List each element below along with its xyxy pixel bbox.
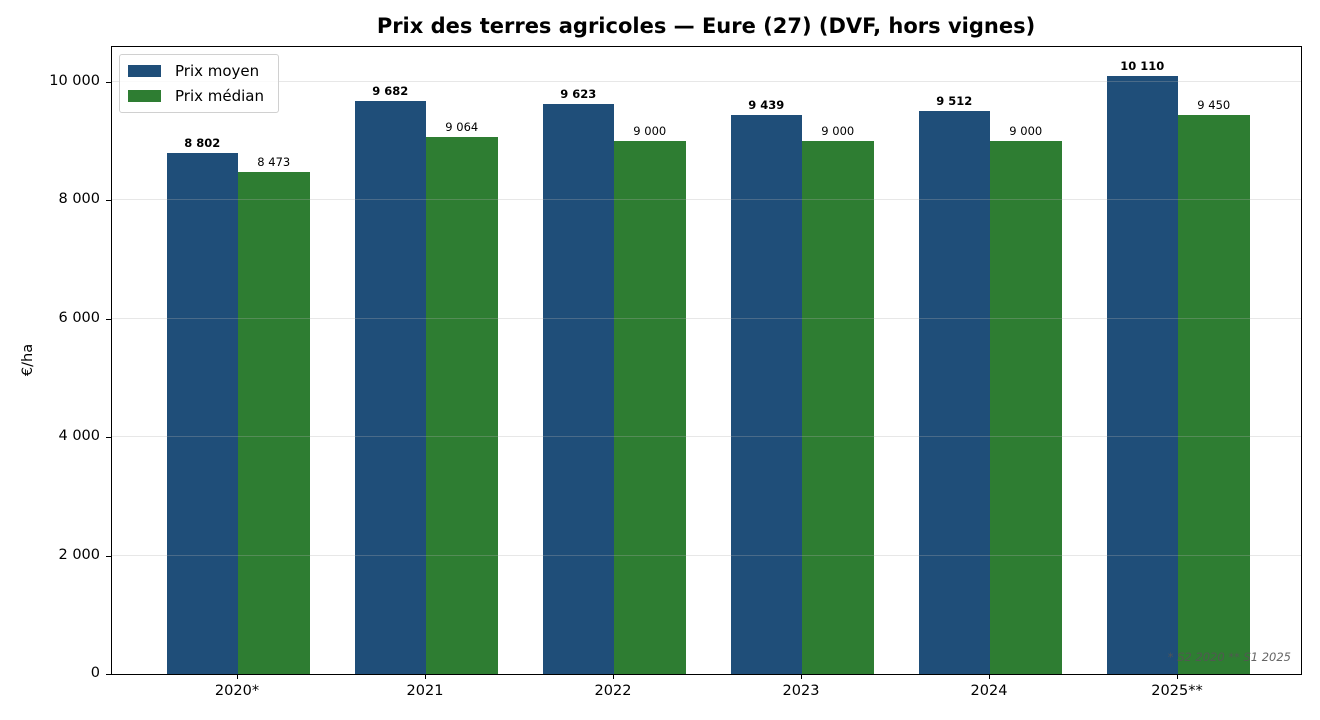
bar-mean (918, 110, 990, 674)
y-tick-mark (106, 82, 111, 83)
y-axis-label: €/ha (20, 343, 36, 377)
x-tick-label: 2025** (1151, 683, 1203, 699)
value-label-mean: 8 802 (184, 135, 221, 150)
bar-mean (354, 100, 426, 674)
value-label-median: 9 064 (445, 120, 479, 135)
value-label-median: 9 450 (1197, 97, 1231, 112)
x-tick-label: 2021 (406, 683, 444, 699)
x-tick-label: 2023 (782, 683, 820, 699)
value-label-median: 9 000 (821, 124, 855, 139)
y-tick-label: 0 (90, 665, 100, 681)
legend-swatch-mean (128, 65, 161, 77)
bar-median (238, 172, 310, 674)
x-tick-mark (237, 674, 238, 679)
bar-mean (1106, 75, 1178, 674)
legend-item-mean: Prix moyen (128, 61, 259, 81)
y-tick-mark (106, 674, 111, 675)
y-tick-label: 4 000 (58, 428, 100, 445)
bar-mean (166, 152, 238, 674)
footnote: * S2 2020 ** S1 2025 (1167, 650, 1291, 664)
legend-item-median: Prix médian (128, 86, 264, 106)
y-tick-label: 10 000 (49, 73, 100, 89)
x-tick-label: 2024 (970, 683, 1008, 699)
x-tick-label: 2020* (214, 683, 260, 699)
bar-median (802, 141, 874, 674)
y-tick-label: 8 000 (58, 191, 100, 208)
bar-median (614, 141, 686, 674)
value-label-mean: 9 439 (748, 98, 785, 113)
gridline (112, 81, 1301, 82)
bar-median (1178, 114, 1250, 674)
bar-median (426, 137, 498, 674)
chart-title: Prix des terres agricoles — Eure (27) (D… (376, 14, 1036, 38)
legend-swatch-median (128, 90, 161, 102)
legend-label-mean: Prix moyen (175, 62, 260, 80)
y-tick-label: 6 000 (58, 309, 100, 326)
legend-label-median: Prix médian (175, 87, 264, 105)
y-tick-label: 2 000 (58, 546, 100, 563)
gridline (112, 199, 1301, 201)
value-label-median: 8 473 (257, 155, 291, 170)
value-label-mean: 9 623 (560, 87, 597, 102)
bar-mean (730, 115, 802, 674)
value-label-mean: 9 682 (372, 83, 409, 98)
gridline (112, 436, 1301, 438)
x-tick-mark (613, 674, 614, 679)
x-tick-mark (1177, 674, 1178, 679)
x-tick-mark (801, 674, 802, 679)
y-tick-mark (106, 200, 111, 202)
y-tick-mark (106, 318, 111, 320)
x-tick-mark (425, 674, 426, 679)
gridline (112, 317, 1301, 319)
value-label-median: 9 000 (633, 124, 667, 139)
bar-mean (542, 104, 614, 674)
gridline (112, 554, 1301, 556)
legend: Prix moyen Prix médian (119, 54, 279, 113)
x-tick-label: 2022 (594, 683, 632, 699)
y-tick-mark (106, 437, 111, 439)
bar-median (990, 141, 1062, 674)
value-label-mean: 10 110 (1120, 58, 1165, 73)
y-tick-mark (106, 555, 111, 557)
value-label-mean: 9 512 (936, 93, 973, 108)
value-label-median: 9 000 (1009, 124, 1043, 139)
plot-area: Prix moyen Prix médian * S2 2020 ** S1 2… (111, 46, 1302, 675)
x-tick-mark (989, 674, 990, 679)
